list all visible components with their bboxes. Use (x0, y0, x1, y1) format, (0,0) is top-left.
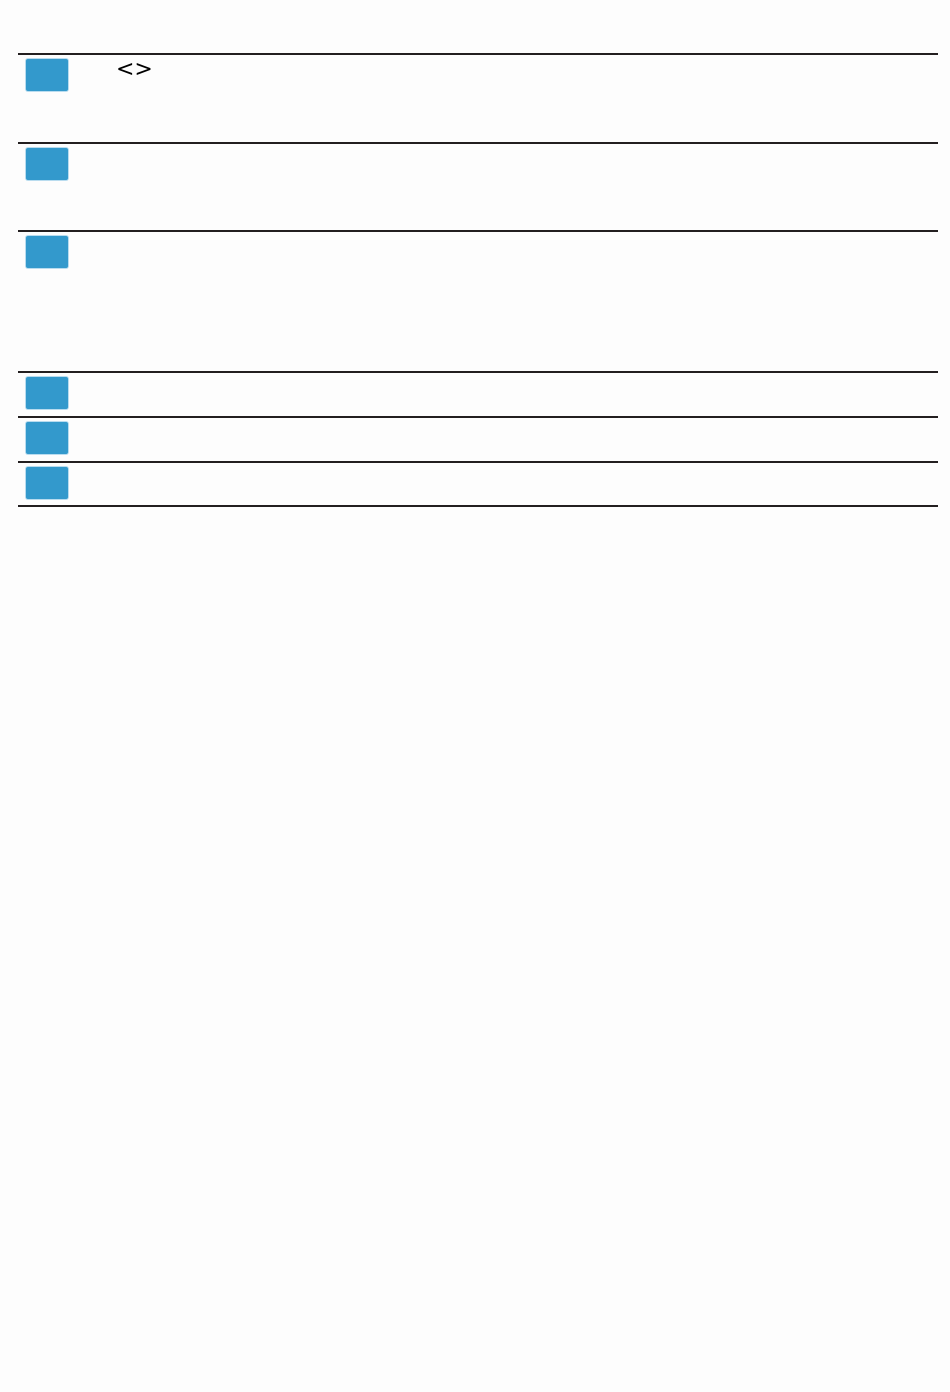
table-row (18, 416, 938, 461)
table: <> (18, 53, 938, 507)
table-row (18, 461, 938, 507)
blue-square-icon (26, 467, 68, 499)
blue-square-icon (26, 422, 68, 454)
blue-square-icon (26, 59, 68, 91)
table-cell: <> (110, 55, 478, 142)
table-cell (478, 144, 938, 230)
table-cell (110, 232, 478, 371)
blue-square-icon (26, 377, 68, 409)
blue-square-icon (26, 236, 68, 268)
code-brackets-icon: <> (116, 57, 153, 82)
table-row (18, 142, 938, 230)
table-row: <> (18, 53, 938, 142)
table-cell (478, 55, 938, 142)
table-cell (110, 144, 478, 230)
table-cell (478, 232, 938, 371)
blue-square-icon (26, 148, 68, 180)
table-row (18, 230, 938, 371)
table-row (18, 371, 938, 416)
